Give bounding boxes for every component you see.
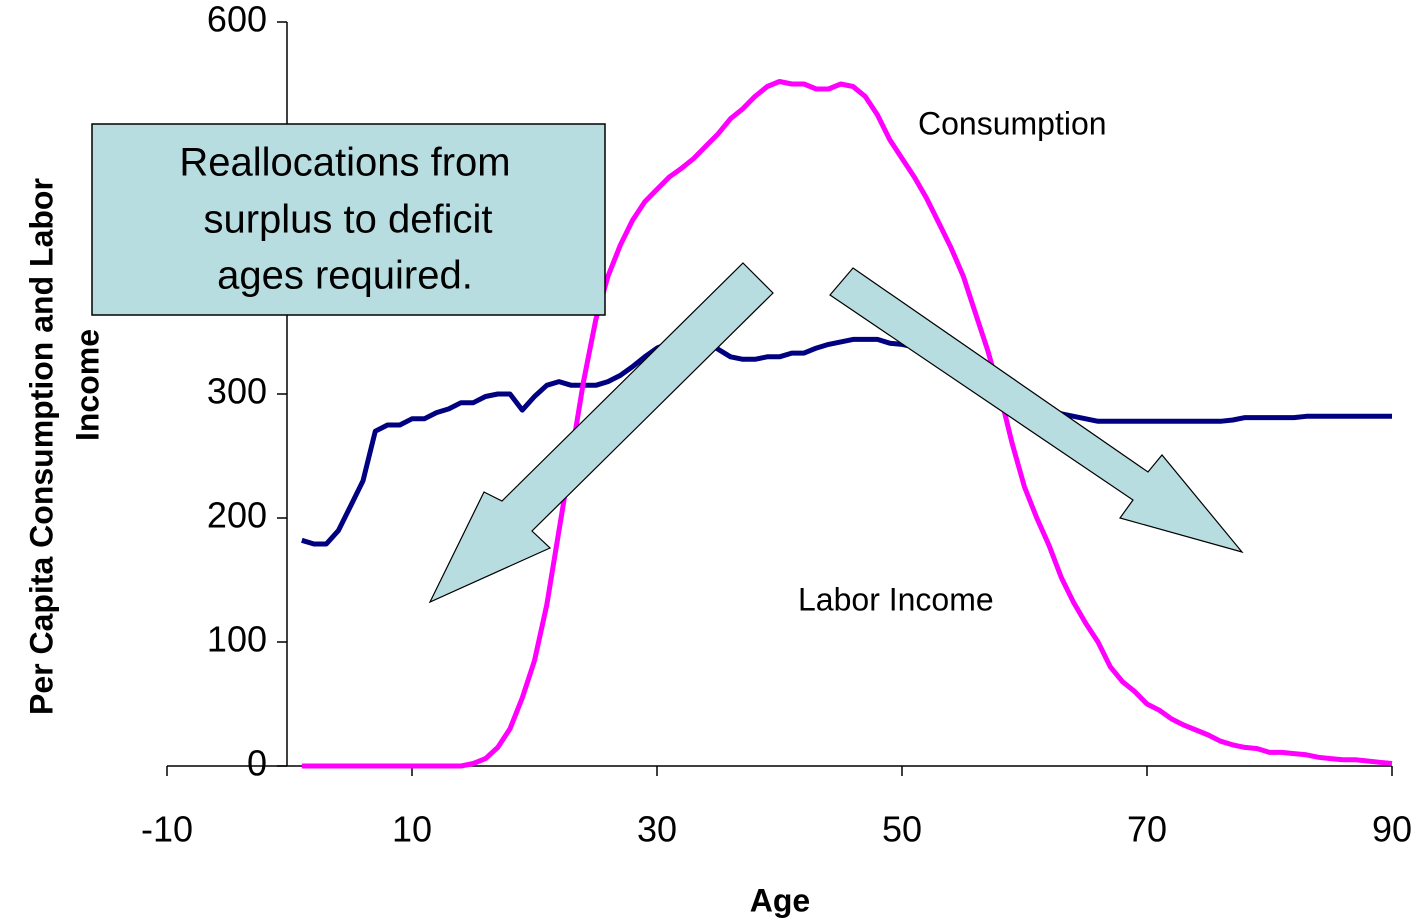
arrow: [428, 262, 774, 604]
y-tick-label: 100: [207, 619, 267, 660]
annotation-text: Reallocations from: [179, 141, 510, 185]
y-axis-title: Income: [69, 329, 105, 441]
y-axis-title: Per Capita Consumption and Labor: [23, 178, 59, 715]
x-axis-title: Age: [750, 882, 810, 918]
series-annotation: Consumption: [918, 105, 1107, 141]
y-tick-label: 0: [247, 743, 267, 784]
x-tick-label: 70: [1127, 809, 1167, 850]
x-tick-label: 30: [637, 809, 677, 850]
x-tick-label: -10: [141, 809, 193, 850]
series-line: [301, 79, 1393, 769]
y-tick-label: 600: [207, 0, 267, 40]
annotation-text: surplus to deficit: [203, 198, 492, 242]
x-tick-label: 10: [392, 809, 432, 850]
arrow: [829, 267, 1244, 554]
y-tick-label: 200: [207, 495, 267, 536]
overlay: Age Per Capita Consumption and Labor Inc…: [23, 105, 1244, 918]
y-tick-label: 300: [207, 371, 267, 412]
annotation-text: ages required.: [217, 254, 473, 298]
series-annotation: Labor Income: [798, 581, 994, 617]
x-tick-label: 50: [882, 809, 922, 850]
annotation-box: [91, 123, 606, 316]
x-tick-label: 90: [1372, 809, 1412, 850]
series-line: [301, 335, 1392, 547]
plot-area: [301, 79, 1393, 769]
